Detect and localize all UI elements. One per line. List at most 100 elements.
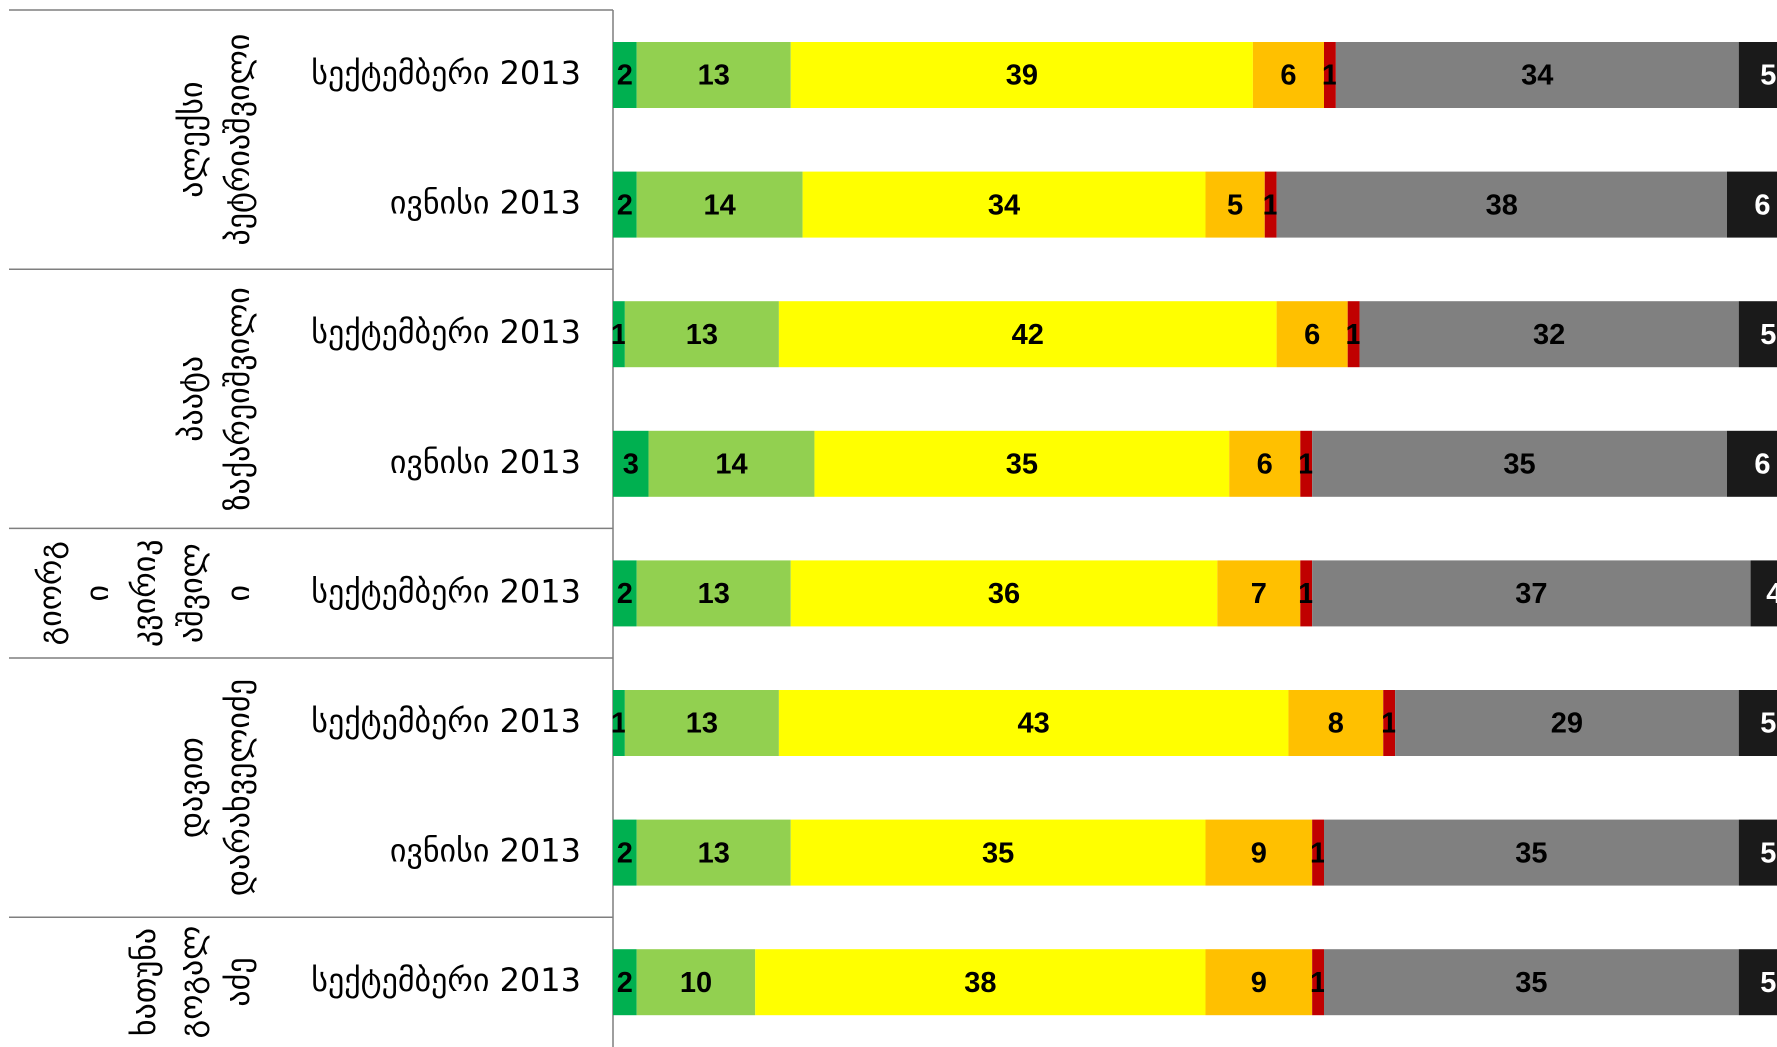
bar-segment [778,690,1289,756]
bar-segment [1276,171,1727,238]
value-label: 5 [1760,319,1776,351]
group-label: ალექსი [172,81,210,197]
value-label: 5 [1760,967,1776,999]
value-label: 34 [988,189,1020,221]
value-label: 1 [1298,578,1314,610]
value-label: 13 [698,60,730,92]
bar-segment [1312,819,1324,886]
bar-segment [636,819,791,886]
value-label: 9 [1251,837,1267,869]
value-label: 32 [1533,319,1565,351]
bar-segment [1205,171,1265,238]
group-label: ზაქარეიშვილი [219,287,257,510]
value-label: 3 [623,448,639,480]
bar-segment [1288,690,1384,756]
bar-segment [790,560,1218,627]
bar-segment [1726,430,1777,497]
group-label: ხათუნა [125,928,163,1036]
value-label: 2 [617,837,633,869]
bar-segment [790,819,1206,886]
bar-segment [613,301,625,368]
bar-segment [1738,949,1777,1016]
value-label: 35 [1006,448,1038,480]
bar-segment [1205,949,1313,1016]
value-label: 14 [715,448,747,480]
value-label: 5 [1760,837,1776,869]
bar-segment [1276,301,1348,368]
value-label: 6 [1280,60,1296,92]
value-label: 10 [680,967,712,999]
bar-segment [1383,690,1396,756]
bar-segment [636,560,791,627]
value-label: 5 [1227,189,1243,221]
group-label: გიორგ [31,541,69,645]
value-label: 6 [1257,448,1273,480]
bar-segment [613,42,637,108]
value-label: 6 [1754,189,1770,221]
bar-segment [1738,819,1777,886]
value-label: 6 [1754,448,1770,480]
bar-segment [802,171,1206,238]
bar-segment [1395,690,1739,756]
value-label: 2 [617,189,633,221]
bar-segment [648,430,815,497]
category-label: ივნისი 2013 [390,443,581,481]
category-label: ივნისი 2013 [390,832,581,870]
value-label: 2 [617,60,633,92]
value-label: 38 [964,967,996,999]
value-label: 13 [686,708,718,740]
value-label: 8 [1328,708,1344,740]
bar-segment [624,690,779,756]
value-label: 13 [698,578,730,610]
bar-segment [1738,42,1777,108]
bar-segment [1264,171,1277,238]
bar-segment [613,560,637,627]
category-label: სექტემბერი 2013 [311,572,581,610]
bar-segment [613,171,637,238]
bar-segment [1750,560,1777,627]
value-label: 1 [1346,319,1362,351]
bar-segment [814,430,1230,497]
bar-segment [624,301,779,368]
bar-segment [1229,430,1301,497]
value-label: 1 [1298,448,1314,480]
group-label: ი [219,585,257,602]
bar-segment [1738,301,1777,368]
value-label: 5 [1760,708,1776,740]
value-label: 29 [1551,708,1583,740]
bar-segment [613,949,637,1016]
bar-segment [1324,949,1739,1016]
group-label: პაატა [172,356,210,442]
value-label: 13 [686,319,718,351]
value-label: 35 [1515,967,1547,999]
value-label: 1 [1310,837,1326,869]
group-label: გოგალ [172,926,210,1039]
value-label: 1 [1381,708,1397,740]
value-label: 4 [1766,578,1777,610]
bar-segment [755,949,1206,1016]
value-label: 1 [1263,189,1279,221]
value-label: 35 [1515,837,1547,869]
value-label: 1 [611,319,627,351]
value-label: 34 [1521,60,1553,92]
bar-segment [1726,171,1777,238]
group-label: აშვილ [172,543,210,643]
value-label: 42 [1012,319,1044,351]
bar-segment [790,42,1253,108]
bar-segment [636,42,791,108]
group-label: ი [78,585,116,602]
bar-segment [778,301,1277,368]
value-label: 37 [1515,578,1547,610]
bar-segment [636,171,803,238]
value-label: 1 [1310,967,1326,999]
bar-segment [1300,430,1313,497]
group-label: კვირიკ [125,539,163,647]
group-label: აძე [219,957,257,1006]
value-label: 13 [698,837,730,869]
value-label: 6 [1304,319,1320,351]
bar-segment [1359,301,1739,368]
bar-segment [1324,819,1739,886]
category-label: სექტემბერი 2013 [311,54,581,92]
